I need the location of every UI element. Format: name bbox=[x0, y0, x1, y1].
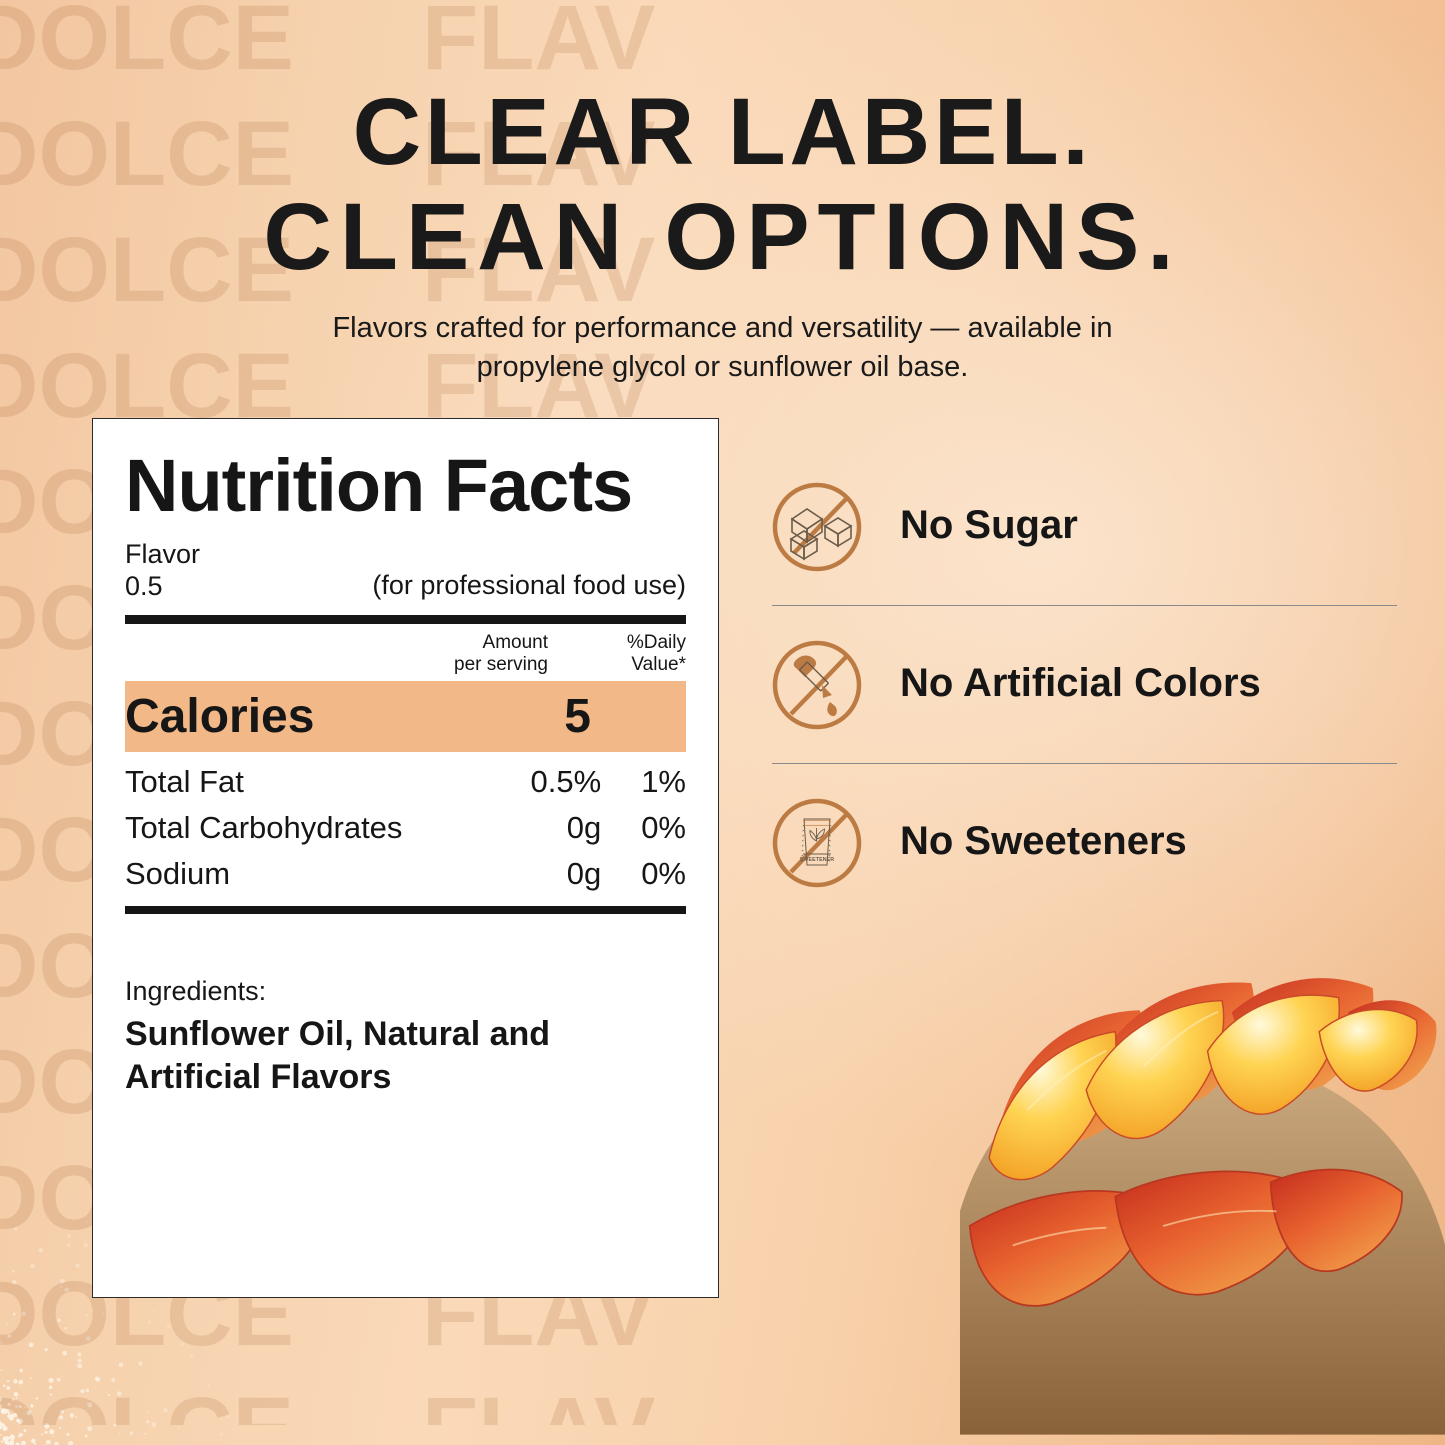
svg-text:SWEETENER: SWEETENER bbox=[800, 857, 835, 863]
